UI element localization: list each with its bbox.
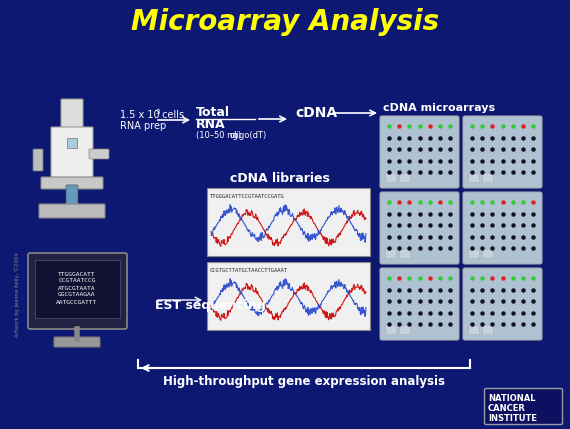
Text: cDNA microarrays: cDNA microarrays [383,103,495,113]
FancyBboxPatch shape [61,99,83,131]
FancyBboxPatch shape [469,326,479,335]
Text: CCGTGCTTATGCTAACCTTGAAAT: CCGTGCTTATGCTAACCTTGAAAT [210,269,288,274]
Text: 3: 3 [155,109,160,115]
FancyBboxPatch shape [66,185,78,207]
FancyBboxPatch shape [380,116,459,188]
Bar [35,260,120,318]
FancyBboxPatch shape [51,127,93,184]
Text: oligo(dT): oligo(dT) [230,130,267,139]
FancyBboxPatch shape [385,173,397,182]
FancyBboxPatch shape [89,149,109,159]
FancyBboxPatch shape [484,389,563,425]
FancyBboxPatch shape [463,192,542,264]
Text: INSTITUTE: INSTITUTE [488,414,537,423]
Text: TTGGGACATTCCGTAATCCGATG: TTGGGACATTCCGTAATCCGATG [210,194,285,199]
FancyBboxPatch shape [400,173,410,182]
FancyBboxPatch shape [33,149,43,171]
Text: cells: cells [159,110,184,120]
Bar [67,138,77,148]
FancyBboxPatch shape [400,250,410,259]
Text: cDNA libraries: cDNA libraries [230,172,330,184]
FancyBboxPatch shape [39,204,105,218]
Text: RNA: RNA [196,118,226,130]
FancyBboxPatch shape [469,173,479,182]
Text: CANCER: CANCER [488,404,526,413]
FancyBboxPatch shape [463,268,542,340]
FancyBboxPatch shape [380,192,459,264]
FancyBboxPatch shape [28,253,127,329]
Bar [207,262,370,330]
FancyBboxPatch shape [54,337,100,347]
Text: RNA prep: RNA prep [120,121,166,131]
Text: High-throughput gene expression analysis: High-throughput gene expression analysis [163,375,445,389]
FancyBboxPatch shape [41,177,103,189]
Text: TTGGGACATT
CCGTAATCCG
ATGCGTAATA
GGCGTAAGAA
AATGCCGATTT: TTGGGACATT CCGTAATCCG ATGCGTAATA GGCGTAA… [56,272,97,305]
Text: 1.5 x 10: 1.5 x 10 [120,110,160,120]
Text: (10–50 ng): (10–50 ng) [196,132,241,141]
FancyBboxPatch shape [482,326,494,335]
FancyBboxPatch shape [380,268,459,340]
FancyBboxPatch shape [482,250,494,259]
Text: Microarray Analysis: Microarray Analysis [131,8,439,36]
FancyBboxPatch shape [385,250,397,259]
FancyBboxPatch shape [400,326,410,335]
Bar [207,188,370,256]
Text: EST sequencing: EST sequencing [155,299,266,311]
FancyBboxPatch shape [469,250,479,259]
Text: Artwork by Jeanne Kelly, ©2004: Artwork by Jeanne Kelly, ©2004 [14,253,20,337]
FancyBboxPatch shape [482,173,494,182]
Text: NATIONAL: NATIONAL [488,394,535,403]
Text: cDNA: cDNA [295,106,337,120]
FancyBboxPatch shape [385,326,397,335]
Text: Total: Total [196,106,230,118]
FancyBboxPatch shape [463,116,542,188]
